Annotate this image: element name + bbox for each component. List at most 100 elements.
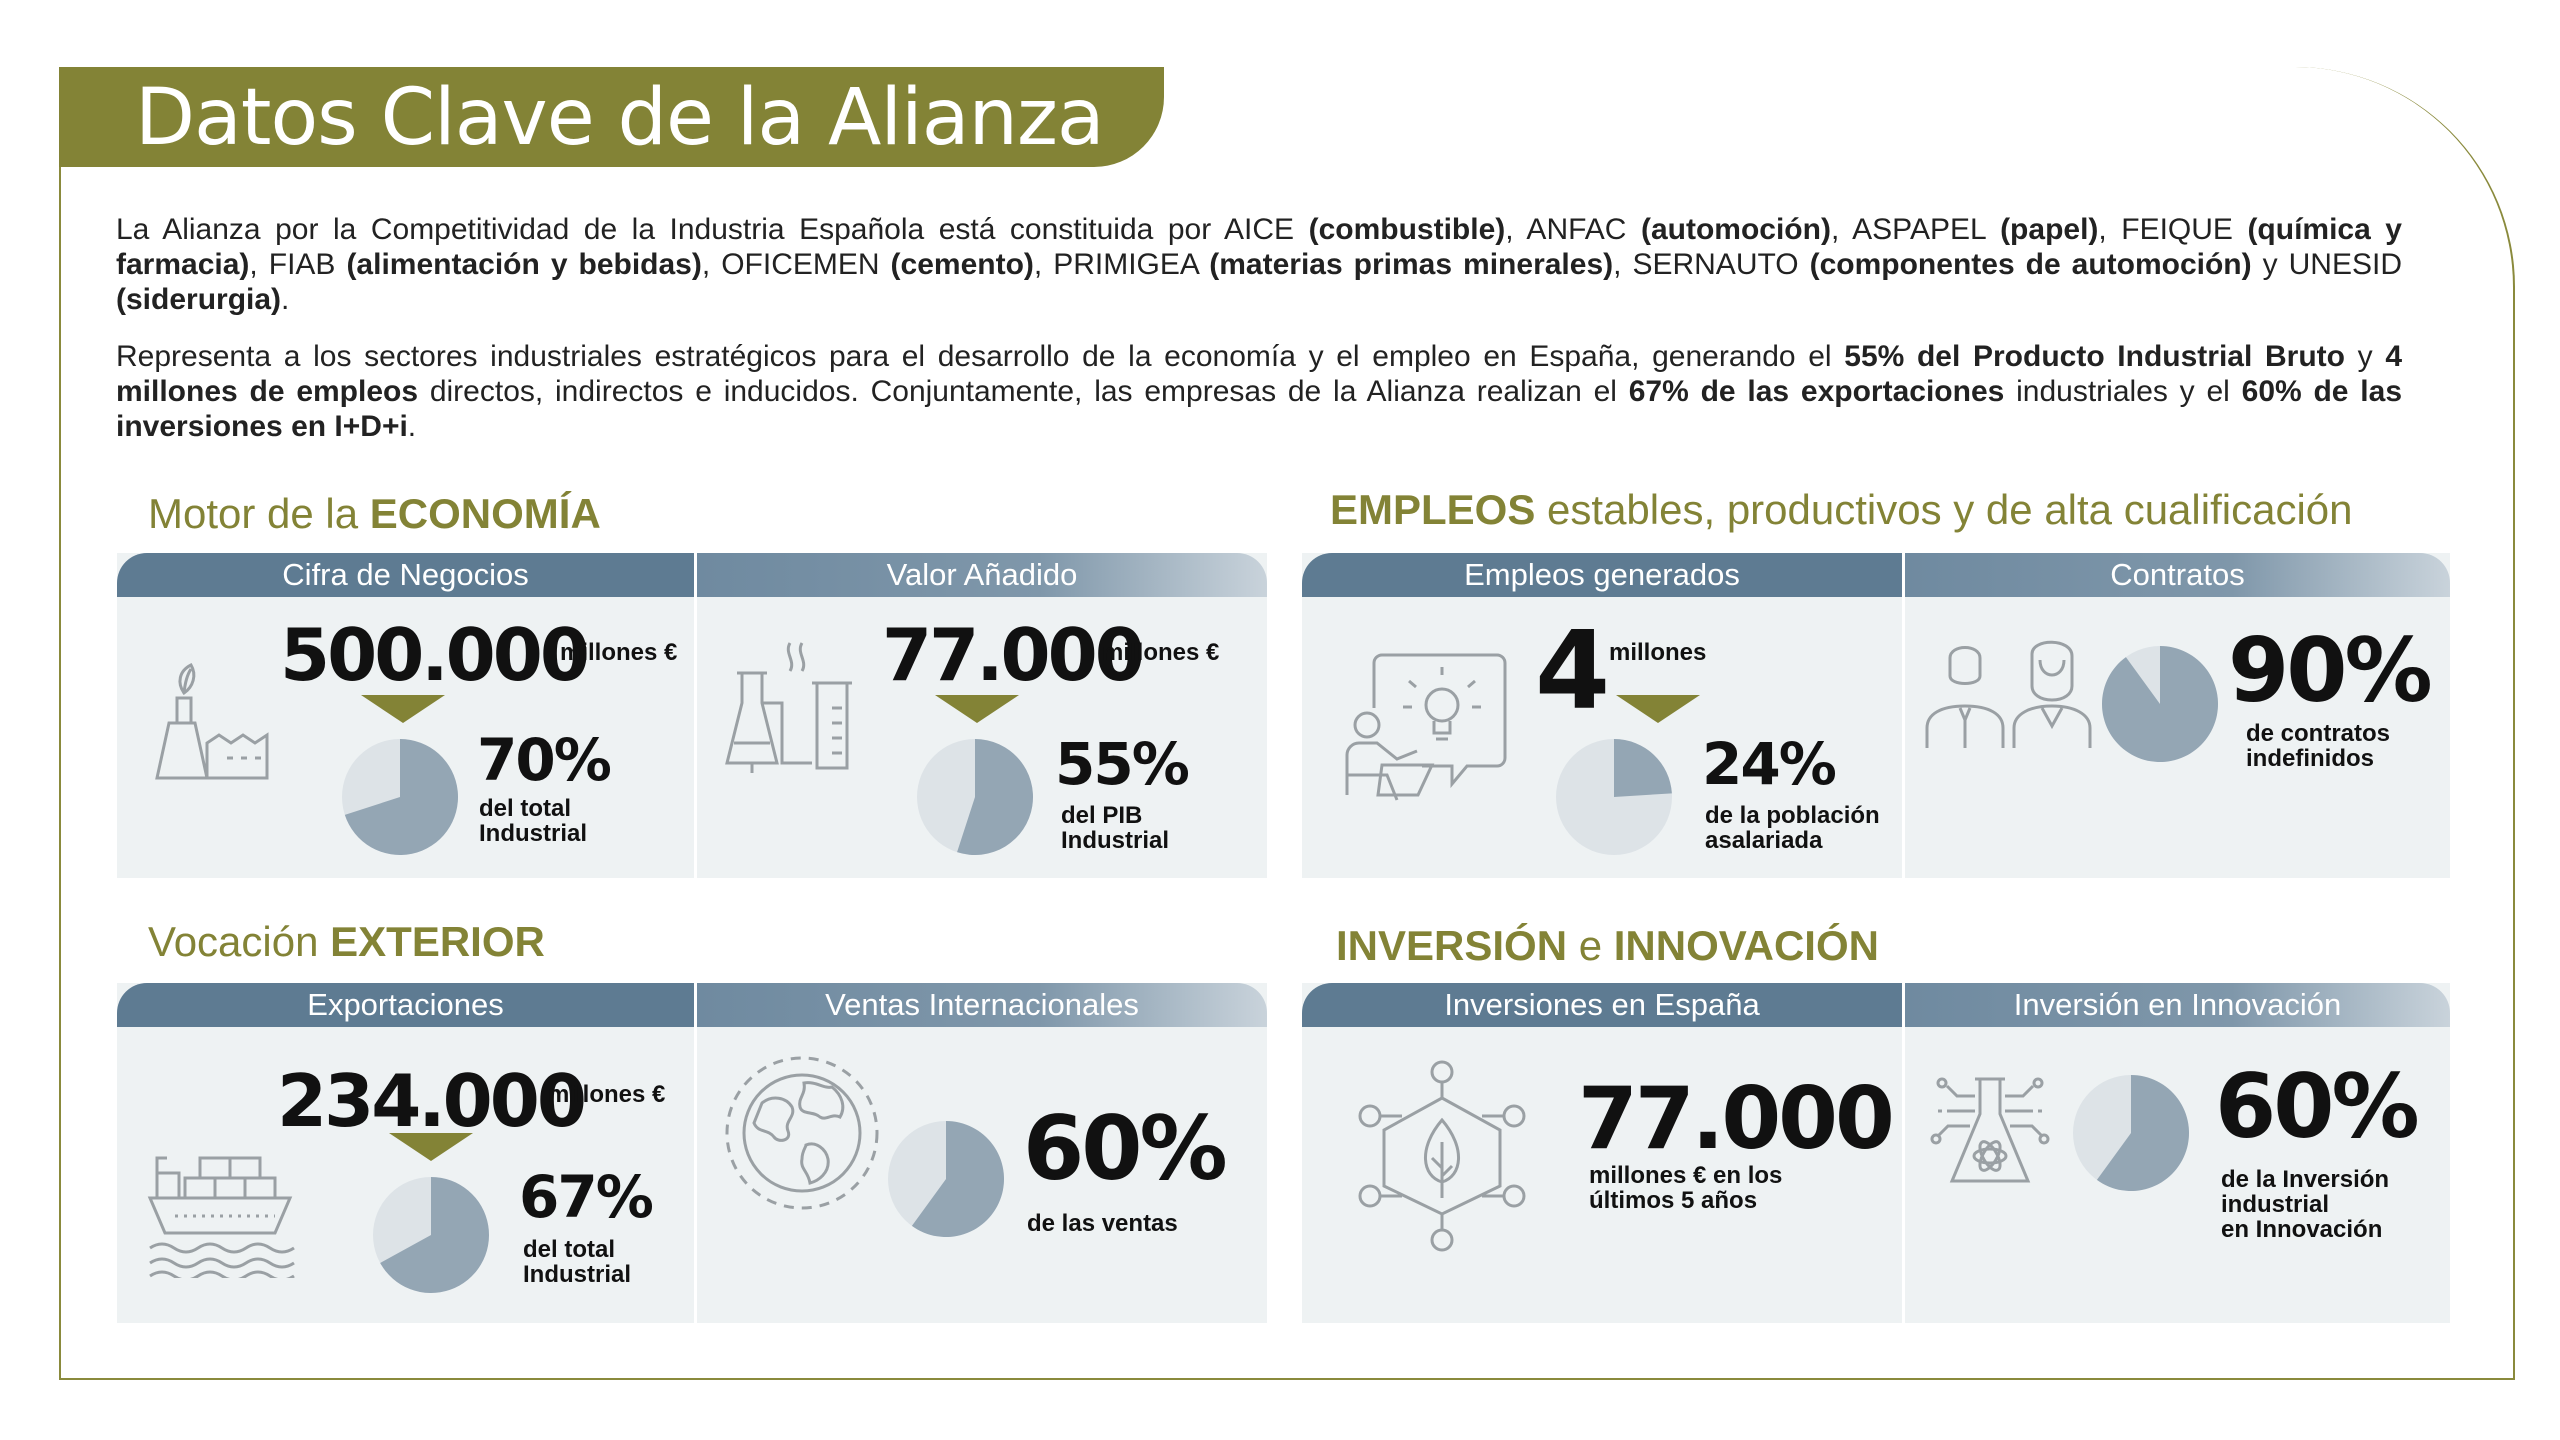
globe-icon: [725, 1056, 879, 1210]
intro-bold-text: (papel): [2000, 213, 2099, 246]
title-band: Datos Clave de la Alianza: [59, 67, 1164, 167]
card-head-ventas: Ventas Internacionales: [697, 983, 1267, 1027]
contratos-pct: 90%: [2228, 619, 2433, 722]
intro-text-segment: y UNESID: [2251, 248, 2402, 281]
intro-text-segment: La Alianza por la Competitividad de la I…: [116, 213, 1309, 246]
card-head-inversiones: Inversiones en España: [1302, 983, 1902, 1027]
pie-ventas: [888, 1121, 1004, 1237]
intro-bold-text: 60% de las inversiones en I+D+i: [116, 375, 2403, 443]
card-head-exportaciones: Exportaciones: [117, 983, 694, 1027]
cifra-pct: 70%: [477, 726, 612, 794]
valor-value: 77.000: [882, 613, 1145, 697]
lab-flask-icon: [725, 642, 852, 773]
valor-unit: millones €: [1102, 639, 1220, 666]
card-head-valor: Valor Añadido: [697, 553, 1267, 597]
cifra-sub: del total Industrial: [479, 795, 588, 847]
exportaciones-unit: millones €: [548, 1081, 666, 1108]
empleos-value: 4: [1535, 609, 1610, 734]
cifra-unit: millones €: [560, 639, 678, 666]
ventas-pct: 60%: [1023, 1097, 1228, 1200]
intro-paragraph-2: Representa a los sectores industriales e…: [116, 339, 2402, 444]
exportaciones-pct: 67%: [519, 1163, 654, 1231]
intro-text-segment: , ASPAPEL: [1830, 213, 2001, 246]
empleos-sub: de la población asalariada: [1705, 802, 1880, 854]
intro-text-segment: .: [407, 410, 417, 443]
contratos-sub: de contratos indefinidos: [2246, 720, 2391, 772]
intro-text-segment: .: [281, 283, 290, 316]
intro-bold-text: (materias primas minerales): [1209, 248, 1614, 281]
intro-bold-text: 4 millones de empleos: [116, 340, 2403, 408]
pie-slice: [957, 739, 1033, 855]
exportaciones-value: 234.000: [277, 1059, 587, 1143]
section-title-exterior: Vocación EXTERIOR: [148, 918, 545, 965]
card-group-economia: Cifra de Negocios Valor Añadido 500.000 …: [117, 553, 1267, 878]
intro-bold-text: (automoción): [1640, 213, 1831, 246]
intro-bold-text: (combustible): [1308, 213, 1506, 246]
card-head-innovacion: Inversión en Innovación: [1905, 983, 2450, 1027]
innovacion-sub: de la Inversión industrial en Innovación: [2221, 1166, 2390, 1243]
card-group-exterior: Exportaciones Ventas Internacionales 234…: [117, 983, 1267, 1323]
pie-cifra: [342, 739, 458, 855]
inversiones-sub: millones € en los últimos 5 años: [1589, 1162, 1783, 1214]
empleos-pct: 24%: [1702, 730, 1837, 798]
intro-bold-text: (alimentación y bebidas): [346, 248, 702, 281]
network-leaf-icon: [1358, 1060, 1526, 1252]
intro-bold-text: (siderurgia): [116, 283, 282, 316]
section-title-empleos: EMPLEOS estables, productivos y de alta …: [1330, 486, 2353, 533]
intro-text-segment: , SERNAUTO: [1613, 248, 1810, 281]
pie-exportaciones: [373, 1177, 489, 1293]
intro-text-segment: , OFICEMEN: [701, 248, 891, 281]
intro-text: La Alianza por la Competitividad de la I…: [116, 212, 2402, 466]
card-head-contratos: Contratos: [1905, 553, 2450, 597]
valor-sub: del PIB Industrial: [1061, 802, 1170, 854]
ventas-sub: de las ventas: [1027, 1210, 1178, 1237]
intro-text-segment: industriales y el: [2004, 375, 2242, 408]
down-arrow-icon: [935, 695, 1019, 723]
innovacion-pct: 60%: [2215, 1055, 2420, 1158]
down-arrow-icon: [361, 695, 445, 723]
card-head-empleos: Empleos generados: [1302, 553, 1902, 597]
pie-slice: [2096, 1075, 2189, 1191]
outer-frame: [59, 67, 2515, 1380]
down-arrow-icon: [389, 1133, 473, 1161]
card-group-inversion: Inversiones en España Inversión en Innov…: [1302, 983, 2450, 1323]
science-flask-icon: [1930, 1077, 2050, 1183]
inversiones-value: 77.000: [1578, 1069, 1895, 1169]
pie-empleos: [1556, 739, 1672, 855]
section-title-inversion: INVERSIÓN e INNOVACIÓN: [1336, 922, 1879, 969]
intro-bold-text: 55% del Producto Industrial Bruto: [1844, 340, 2345, 373]
cifra-value: 500.000: [280, 613, 590, 697]
intro-bold-text: (componentes de automoción): [1809, 248, 2252, 281]
pie-slice: [380, 1177, 489, 1293]
intro-text-segment: , ANFAC: [1505, 213, 1641, 246]
valor-pct: 55%: [1055, 730, 1190, 798]
pie-innovacion: [2073, 1075, 2189, 1191]
intro-bold-text: (química y farmacia): [116, 213, 2402, 281]
card-group-empleos: Empleos generados Contratos 4 millones 2…: [1302, 553, 2450, 878]
intro-bold-text: (cemento): [890, 248, 1034, 281]
pie-valor: [917, 739, 1033, 855]
page-title: Datos Clave de la Alianza: [135, 73, 1105, 163]
people-icon: [1925, 640, 2092, 748]
idea-presentation-icon: [1345, 653, 1507, 801]
intro-text-segment: , PRIMIGEA: [1033, 248, 1210, 281]
cargo-ship-icon: [147, 1156, 295, 1278]
card-head-cifra: Cifra de Negocios: [117, 553, 694, 597]
intro-text-segment: , FEIQUE: [2098, 213, 2248, 246]
intro-text-segment: Representa a los sectores industriales e…: [116, 340, 1845, 373]
intro-paragraph-1: La Alianza por la Competitividad de la I…: [116, 212, 2402, 317]
intro-text-segment: y: [2344, 340, 2386, 373]
pie-slice: [2102, 646, 2218, 762]
intro-bold-text: 67% de las exportaciones: [1628, 375, 2005, 408]
section-title-economia: Motor de la ECONOMÍA: [148, 490, 601, 537]
pie-contratos: [2102, 646, 2218, 762]
exportaciones-sub: del total Industrial: [523, 1236, 632, 1288]
pie-slice: [911, 1121, 1004, 1237]
pie-slice: [1614, 739, 1672, 797]
empleos-unit: millones: [1609, 639, 1707, 666]
intro-text-segment: directos, indirectos e inducidos. Conjun…: [418, 375, 1629, 408]
intro-text-segment: , FIAB: [249, 248, 347, 281]
pie-slice: [344, 739, 458, 855]
down-arrow-icon: [1616, 695, 1700, 723]
factory-icon: [155, 663, 269, 780]
